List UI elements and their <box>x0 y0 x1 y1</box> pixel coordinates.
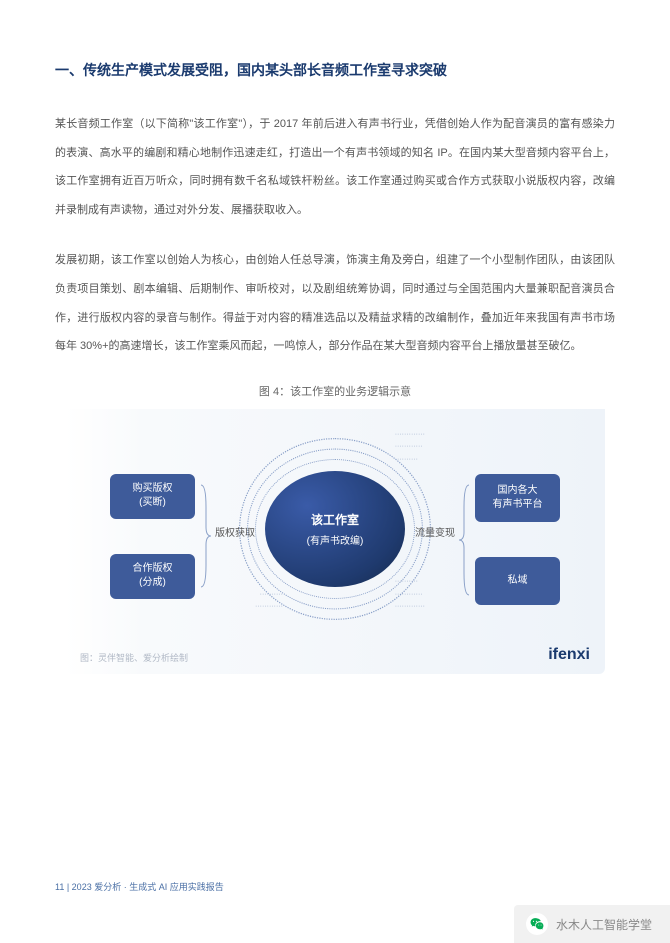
watermark-text: 水木人工智能学堂 <box>556 916 652 933</box>
center-subtitle: (有声书改编) <box>307 532 364 547</box>
wechat-watermark: 水木人工智能学堂 <box>514 905 670 943</box>
business-flowchart: ··································· ····… <box>65 409 605 674</box>
left-node-group: 购买版权 (买断) 合作版权 (分成) <box>110 474 195 599</box>
node-label: 购买版权 <box>133 482 173 496</box>
left-connector <box>201 477 211 595</box>
chart-logo: ifenxi <box>548 646 590 664</box>
node-label: 国内各大 <box>498 484 538 498</box>
right-connector <box>459 477 469 603</box>
figure-caption: 图 4：该工作室的业务逻辑示意 <box>55 383 615 399</box>
node-coop-rights: 合作版权 (分成) <box>110 554 195 599</box>
node-label: 私域 <box>508 574 528 588</box>
node-private: 私域 <box>475 557 560 605</box>
paragraph-1: 某长音频工作室（以下简称"该工作室"），于 2017 年前后进入有声书行业，凭借… <box>55 110 615 224</box>
flow-label-right: 流量变现 <box>415 524 455 539</box>
chart-source: 图：灵伴智能、爱分析绘制 <box>80 651 188 664</box>
page-footer: 11 | 2023 爱分析 · 生成式 AI 应用实践报告 <box>55 880 224 893</box>
node-buy-rights: 购买版权 (买断) <box>110 474 195 519</box>
center-node: 该工作室 (有声书改编) <box>265 471 405 587</box>
document-page: 一、传统生产模式发展受阻，国内某头部长音频工作室寻求突破 某长音频工作室（以下简… <box>0 0 670 943</box>
center-title: 该工作室 <box>311 511 359 528</box>
node-platforms: 国内各大 有声书平台 <box>475 474 560 522</box>
right-node-group: 国内各大 有声书平台 私域 <box>475 474 560 605</box>
paragraph-2: 发展初期，该工作室以创始人为核心，由创始人任总导演，饰演主角及旁白，组建了一个小… <box>55 246 615 360</box>
node-label: 合作版权 <box>133 562 173 576</box>
node-sublabel: 有声书平台 <box>493 498 543 512</box>
section-title: 一、传统生产模式发展受阻，国内某头部长音频工作室寻求突破 <box>55 60 615 80</box>
node-sublabel: (分成) <box>139 576 166 590</box>
center-node-wrapper: 该工作室 (有声书改编) <box>255 459 415 599</box>
wechat-icon <box>526 913 548 935</box>
node-sublabel: (买断) <box>139 496 166 510</box>
